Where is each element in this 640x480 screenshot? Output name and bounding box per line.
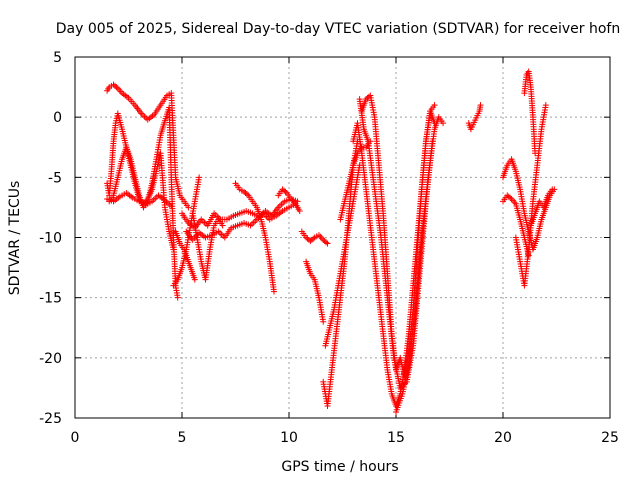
plot-frame [74,56,611,419]
y-tick-label: 5 [53,50,62,66]
series-arc13 [303,258,327,325]
data-point [320,318,327,325]
data-point [431,102,438,109]
y-axis-label: SDTVAR / TECUs [7,181,23,296]
data-point [296,208,303,215]
series-arc19 [358,92,438,379]
x-tick-label: 5 [178,430,187,446]
series-arc12 [298,228,331,247]
series-arc24 [512,102,549,289]
chart-title: Day 005 of 2025, Sidereal Day-to-day VTE… [56,21,620,37]
y-tick-label: -20 [39,351,62,367]
x-axis-label: GPS time / hours [281,459,398,475]
series-arc9 [189,210,226,283]
x-tick-label: 20 [494,430,512,446]
data-point [196,174,203,181]
x-tick-label: 25 [601,430,619,446]
y-tick-label: -25 [39,411,62,427]
series-arc26 [527,186,556,229]
series-arc25 [521,68,539,157]
data-point [324,240,331,247]
y-tick-label: 0 [53,110,62,126]
data-point [168,203,175,210]
data-point [532,150,539,157]
data-point [219,222,226,229]
x-tick-label: 0 [71,430,80,446]
series-arc10 [232,180,278,295]
y-tick-label: -10 [39,231,62,247]
data-point [477,102,484,109]
data-point [542,102,549,109]
data-point [174,294,181,301]
x-tick-label: 15 [387,430,405,446]
data-point [323,239,330,246]
series-arc15 [322,162,363,349]
data-point [549,186,556,193]
data-point [185,204,192,211]
data-point [282,188,289,195]
series-arc20 [393,114,447,415]
series-arc22 [500,156,558,253]
data-point [271,288,278,295]
series-arc21 [465,102,484,133]
data-point [113,84,120,91]
series-arc6 [172,228,198,283]
grid [75,57,610,418]
y-tick-label: -5 [48,170,62,186]
series-arc3 [106,104,181,301]
data-point [191,276,198,283]
data-point [243,191,250,198]
x-tick-label: 10 [280,430,298,446]
y-tick-label: -15 [39,291,62,307]
series-arc11 [275,186,303,215]
data-points [104,68,558,415]
data-point [507,194,514,201]
data-point [440,120,447,127]
series-arc4 [104,189,175,210]
data-point [310,235,317,242]
series-arc8 [183,200,299,243]
